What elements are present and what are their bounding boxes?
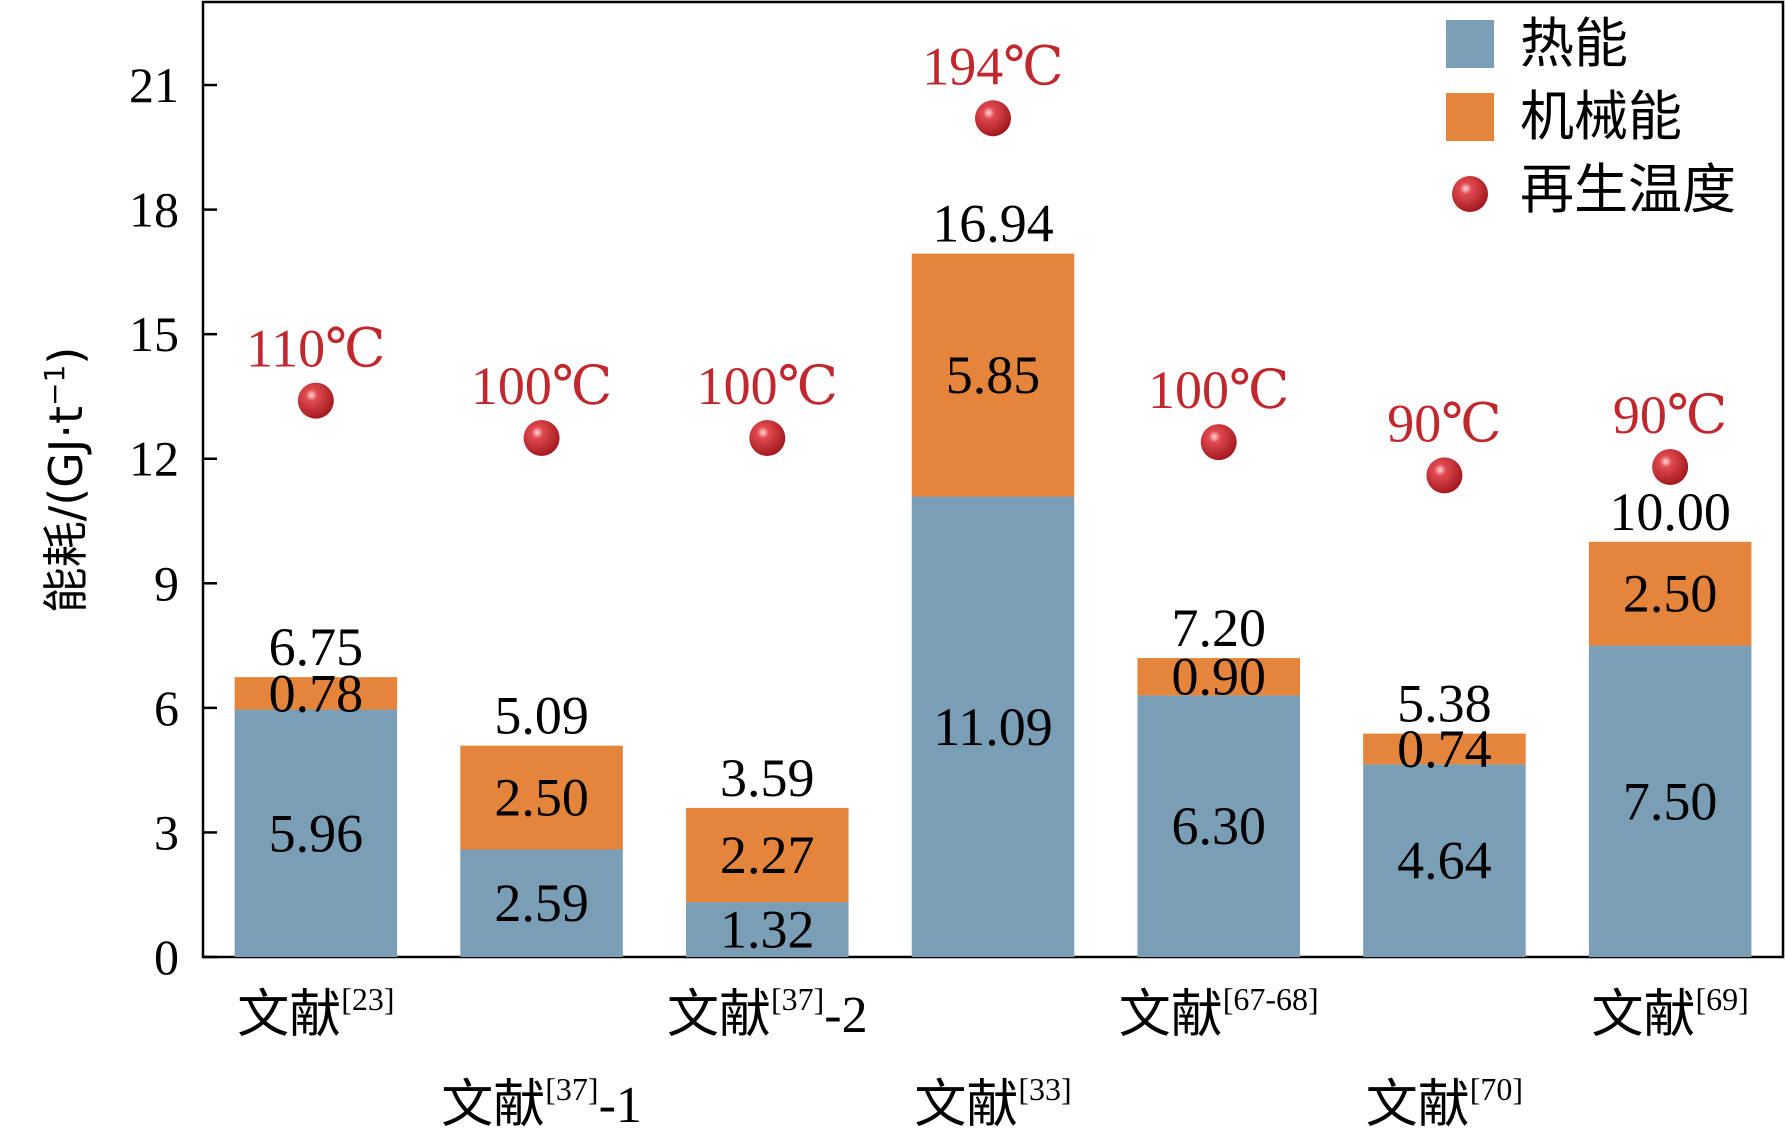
x-category-label: 文献[70]: [1366, 1071, 1523, 1135]
bar-segment-heat: [1588, 645, 1752, 957]
temperature-label: 90℃: [1387, 393, 1501, 453]
temperature-marker: [297, 382, 334, 419]
legend-label-temperature: 再生温度: [1520, 158, 1736, 221]
temperature-marker: [1200, 424, 1237, 461]
y-tick-label: 6: [154, 680, 179, 736]
x-category-ref: [23]: [341, 981, 394, 1017]
data-label-mechanical: 0.78: [269, 663, 364, 723]
x-category-ref: [69]: [1695, 981, 1748, 1017]
data-label-heat: 2.59: [494, 873, 589, 933]
data-label-total: 6.75: [269, 617, 364, 677]
data-label-heat: 7.50: [1623, 771, 1718, 831]
temperature-label: 194℃: [922, 36, 1063, 96]
data-label-mechanical: 2.27: [720, 825, 815, 885]
bar-segment-heat: [1137, 695, 1300, 957]
x-category-label: 文献[33]: [914, 1071, 1071, 1135]
legend: 热能 机械能 再生温度: [1446, 12, 1736, 221]
data-label-heat: 4.64: [1397, 831, 1492, 891]
x-category-ref: [33]: [1018, 1071, 1071, 1107]
data-label-total: 3.59: [720, 748, 815, 808]
bars: 5.96 0.786.75 2.59 2.50 5.09 1.32 2.27 3.59 11.0…: [234, 194, 1752, 960]
x-category-label: 文献[69]: [1591, 981, 1748, 1045]
bar-segment-heat: [686, 902, 849, 957]
data-label-total: 5.09: [494, 686, 589, 746]
data-label-heat: 11.09: [933, 697, 1053, 757]
x-category-base: 文献: [1591, 985, 1695, 1045]
bar-segment-heat: [1363, 764, 1526, 957]
bar-segment-mechanical: [1137, 658, 1300, 696]
legend-swatch-heat: [1446, 20, 1494, 68]
x-axis-categories: 文献[23]文献[37]-1文献[37]-2文献[33]文献[67-68]文献[…: [237, 981, 1749, 1135]
data-label-mechanical: 2.50: [1623, 564, 1718, 624]
data-label-total: 5.38: [1397, 674, 1492, 734]
temperature-marker: [1652, 449, 1689, 486]
temperature-marker: [749, 419, 786, 456]
data-label-mechanical: 0.90: [1171, 647, 1266, 707]
x-category-base: 文献: [441, 1075, 545, 1135]
temperature-marker: [975, 100, 1011, 137]
x-category-label: 文献[37]-2: [667, 981, 868, 1045]
x-category-suffix: -2: [824, 987, 867, 1044]
y-tick-label: 0: [154, 929, 179, 985]
bar-segment-mechanical: [686, 807, 849, 903]
data-label-total: 10.00: [1609, 482, 1731, 542]
x-category-base: 文献: [1119, 985, 1223, 1045]
bar-segment-mechanical: [460, 745, 623, 850]
bar-segment-mechanical: [1363, 733, 1526, 765]
data-label-heat: 5.96: [269, 803, 364, 863]
x-category-base: 文献: [667, 985, 771, 1045]
x-category-label: 文献[23]: [237, 981, 394, 1045]
y-axis: 0 3 6 9 12 15 18 21: [129, 57, 217, 985]
legend-marker-temperature: [1452, 176, 1488, 212]
x-category-base: 文献: [914, 1075, 1018, 1135]
y-tick-label: 18: [129, 182, 179, 238]
data-label-mechanical: 0.74: [1397, 719, 1492, 779]
bar-segment-heat: [234, 709, 398, 957]
data-label-heat: 1.32: [720, 900, 815, 960]
x-category-base: 文献: [237, 985, 341, 1045]
y-tick-label: 21: [129, 57, 179, 113]
y-tick-label: 3: [154, 804, 179, 860]
y-tick-label: 12: [129, 431, 179, 487]
bar-segment-mechanical: [1588, 541, 1752, 646]
y-axis-title: 能耗/(GJ·t−1): [38, 347, 93, 614]
y-tick-label: 9: [154, 555, 179, 611]
x-category-base: 文献: [1366, 1075, 1470, 1135]
data-label-total: 16.94: [932, 194, 1054, 254]
legend-label-mechanical: 机械能: [1520, 85, 1682, 148]
x-category-ref: [37]: [545, 1071, 598, 1107]
data-label-heat: 6.30: [1171, 796, 1266, 856]
temperature-marker: [1426, 457, 1463, 494]
y-axis-title-sup: −1: [38, 365, 71, 406]
temperature-label: 100℃: [471, 356, 612, 416]
y-axis-title-close: ): [39, 347, 93, 365]
bar-segment-mechanical: [911, 253, 1075, 497]
bar-segment-heat: [911, 496, 1075, 957]
x-category-ref: [70]: [1470, 1071, 1523, 1107]
x-category-suffix: -1: [599, 1077, 642, 1134]
x-category-ref: [37]: [771, 981, 824, 1017]
y-tick-label: 15: [129, 306, 179, 362]
bar-segment-heat: [460, 849, 623, 957]
temperature-label: 90℃: [1613, 385, 1727, 445]
bar-segment-mechanical: [234, 677, 398, 710]
temperature-markers: 110℃ 100℃ 100℃ 194℃ 100℃ 90℃ 90℃: [246, 36, 1727, 494]
temperature-marker: [523, 419, 560, 456]
legend-swatch-mechanical: [1446, 93, 1494, 141]
temperature-label: 100℃: [1148, 360, 1289, 420]
y-axis-title-main: 能耗/(GJ·t: [39, 406, 93, 613]
legend-label-heat: 热能: [1520, 12, 1628, 75]
x-category-ref: [67-68]: [1223, 981, 1319, 1017]
x-category-label: 文献[37]-1: [441, 1071, 642, 1135]
data-label-total: 7.20: [1171, 598, 1266, 658]
temperature-label: 100℃: [697, 356, 838, 416]
x-category-label: 文献[67-68]: [1119, 981, 1319, 1045]
temperature-label: 110℃: [246, 319, 385, 379]
data-label-mechanical: 5.85: [946, 345, 1041, 405]
data-label-mechanical: 2.50: [494, 768, 589, 828]
